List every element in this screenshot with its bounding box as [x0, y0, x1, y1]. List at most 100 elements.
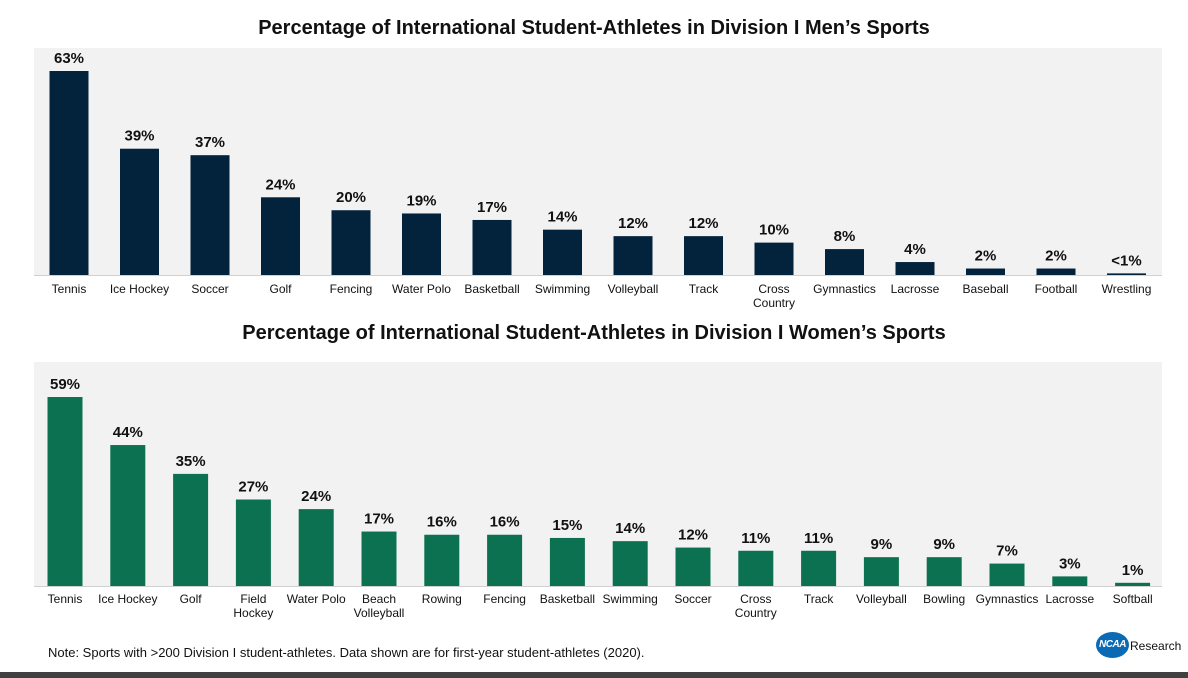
women-data-label: 17%: [364, 511, 394, 528]
men-data-label: 4%: [904, 241, 926, 258]
men-category-label: Wrestling: [1102, 282, 1152, 296]
women-data-label: 24%: [301, 488, 331, 505]
women-sports-chart: 59% Tennis 44% Ice Hockey 35% Golf 27% Field Hoc…: [34, 362, 1162, 620]
women-category-label: Lacrosse: [1045, 592, 1094, 606]
men-category-label: Water Polo: [392, 282, 451, 296]
logo-text: Research: [1130, 639, 1182, 653]
men-bar-track: [684, 236, 723, 275]
women-plot-area: [34, 362, 1162, 586]
men-bar-gymnastics: [825, 249, 864, 275]
men-category-label: Fencing: [330, 282, 373, 296]
women-data-label: 9%: [933, 536, 955, 553]
men-bar-soccer: [190, 155, 230, 275]
women-bar-field-hockey: [235, 499, 271, 586]
ncaa-research-logo: NCAA Research: [1096, 628, 1186, 662]
bottom-border: [0, 672, 1188, 678]
women-category-label: Soccer: [674, 592, 711, 606]
women-bar-water-polo: [298, 509, 334, 586]
women-bar-volleyball: [863, 557, 899, 586]
men-bar-baseball: [966, 268, 1005, 275]
women-data-label: 7%: [996, 543, 1018, 560]
men-category-label: Football: [1035, 282, 1078, 296]
women-data-label: 1%: [1122, 562, 1144, 579]
women-category-label: Rowing: [422, 592, 462, 606]
men-category-label: Swimming: [535, 282, 590, 296]
men-bar-wrestling: [1107, 273, 1146, 275]
men-data-label: 24%: [265, 176, 295, 193]
women-category-label: Softball: [1113, 592, 1153, 606]
women-bar-golf: [173, 473, 209, 586]
women-data-label: 9%: [871, 536, 893, 553]
ncaa-logo-icon: NCAA: [1096, 632, 1129, 658]
men-category-label: Ice Hockey: [110, 282, 169, 296]
women-category-label: Golf: [180, 592, 203, 606]
women-bar-ice-hockey: [110, 445, 146, 586]
women-data-label: 44%: [113, 424, 143, 441]
women-data-label: 11%: [741, 530, 770, 547]
women-bar-soccer: [675, 547, 711, 586]
women-category-label: Swimming: [603, 592, 658, 606]
men-data-label: 12%: [688, 215, 718, 232]
footnote: Note: Sports with >200 Division I studen…: [48, 645, 645, 660]
men-data-label: 14%: [547, 209, 577, 226]
women-category-label: Tennis: [48, 592, 83, 606]
men-category-label: Cross Country: [753, 282, 795, 310]
men-bar-lacrosse: [895, 262, 935, 275]
men-bar-tennis: [49, 71, 89, 275]
men-category-label: Lacrosse: [891, 282, 940, 296]
men-category-label: Volleyball: [608, 282, 659, 296]
men-data-label: 10%: [759, 222, 789, 239]
men-data-label: 2%: [975, 248, 997, 265]
men-category-label: Track: [689, 282, 720, 296]
women-bar-lacrosse: [1052, 576, 1088, 586]
women-bar-basketball: [549, 537, 585, 586]
women-bar-cross-country: [738, 550, 774, 586]
women-category-label: Bowling: [923, 592, 965, 606]
women-data-label: 12%: [678, 527, 708, 544]
women-category-label: Ice Hockey: [98, 592, 157, 606]
men-data-label: 63%: [54, 50, 84, 67]
women-bar-tennis: [47, 397, 83, 586]
men-data-label: 2%: [1045, 248, 1067, 265]
women-bar-fencing: [487, 534, 523, 586]
women-category-label: Gymnastics: [976, 592, 1039, 606]
women-bar-track: [801, 550, 837, 586]
men-category-label: Basketball: [464, 282, 519, 296]
women-data-label: 14%: [615, 520, 645, 537]
men-bar-volleyball: [613, 236, 653, 275]
men-category-label: Baseball: [962, 282, 1008, 296]
women-category-label: Water Polo: [287, 592, 346, 606]
men-category-label: Tennis: [52, 282, 87, 296]
men-chart-title: Percentage of International Student-Athl…: [258, 17, 930, 39]
women-data-label: 15%: [552, 517, 582, 534]
men-bar-football: [1036, 268, 1076, 275]
men-bar-water-polo: [402, 213, 441, 275]
men-data-label: 37%: [195, 134, 225, 151]
men-data-label: 8%: [834, 228, 856, 245]
men-category-label: Golf: [269, 282, 292, 296]
men-data-label: 19%: [406, 192, 436, 209]
women-bar-softball: [1115, 582, 1151, 586]
women-bar-bowling: [926, 557, 962, 586]
men-bar-basketball: [472, 219, 512, 275]
men-bar-fencing: [331, 210, 371, 275]
women-data-label: 16%: [427, 514, 457, 531]
women-category-label: Volleyball: [856, 592, 907, 606]
women-bar-gymnastics: [989, 563, 1025, 586]
women-chart-title: Percentage of International Student-Athl…: [242, 322, 946, 344]
women-data-label: 16%: [490, 514, 520, 531]
women-category-label: Track: [804, 592, 835, 606]
women-data-label: 59%: [50, 376, 80, 393]
women-category-label: Basketball: [540, 592, 595, 606]
men-data-label: 12%: [618, 215, 648, 232]
men-bar-cross-country: [754, 242, 794, 275]
men-data-label: 17%: [477, 199, 507, 216]
men-bar-swimming: [543, 229, 582, 275]
women-bar-rowing: [424, 534, 460, 586]
women-bar-beach-volleyball: [361, 531, 397, 586]
men-data-label: <1%: [1111, 252, 1141, 269]
women-category-label: Fencing: [483, 592, 526, 606]
women-category-label: Field Hockey: [233, 592, 273, 620]
women-data-label: 35%: [176, 453, 206, 470]
men-bar-golf: [261, 197, 300, 275]
